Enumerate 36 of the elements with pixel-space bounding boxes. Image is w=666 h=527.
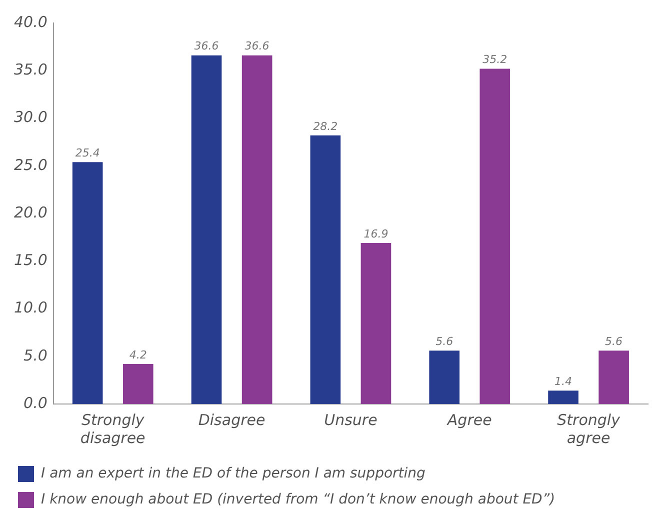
data-label: 36.6 [194,40,219,53]
data-label: 1.4 [554,375,572,388]
bar [242,55,272,404]
bar [598,350,629,404]
bar [122,364,154,404]
y-tick-label: 15.0 [14,251,48,270]
data-label: 36.6 [244,40,270,53]
y-tick-label: 5.0 [24,346,48,364]
y-tick-label: 20.0 [14,203,48,222]
data-label: 5.6 [436,335,454,348]
legend-label: I am an expert in the ED of the person I am supporting [41,466,426,482]
bar [480,68,510,404]
data-label: 5.6 [605,335,623,348]
x-tick-label: Disagree [198,410,266,429]
data-label: 35.2 [482,53,508,66]
x-tick-label: Agree [446,410,492,429]
bar [429,350,460,404]
y-tick-label: 35.0 [14,60,48,79]
bar [360,243,392,404]
data-label: 25.4 [75,146,100,160]
y-tick-label: 30.0 [14,108,48,126]
x-tick-label: Unsure [324,410,378,429]
bar [310,135,341,404]
bar [191,55,222,404]
y-tick-label: 10.0 [14,298,48,317]
y-tick-label: 0.0 [24,394,48,412]
data-label: 4.2 [129,348,147,362]
y-tick-label: 25.0 [14,156,48,174]
data-label: 28.2 [313,120,338,133]
x-tick-label: Strongly disagree [80,410,146,447]
bar [72,162,103,404]
legend-label: I know enough about ED (inverted from “I don’t know enough about ED”) [41,492,556,508]
y-tick-label: 40.0 [14,12,48,31]
bar [548,390,578,404]
data-label: 16.9 [364,227,388,240]
x-tick-label: Strongly agree [557,410,622,447]
